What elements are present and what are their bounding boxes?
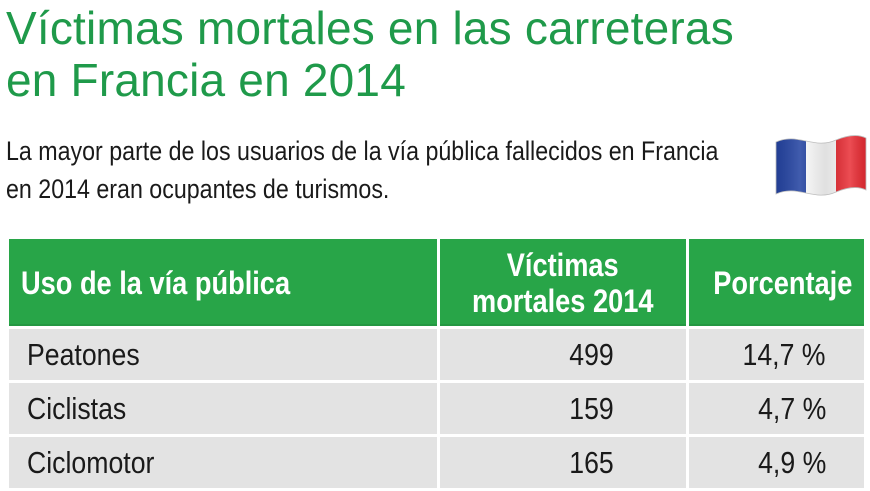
table-row: Ciclistas 159 4,7 % bbox=[9, 383, 864, 434]
header-deaths-line-2: mortales 2014 bbox=[472, 282, 654, 319]
cell-percent: 14,7 % bbox=[689, 329, 864, 380]
table-header-row: Uso de la vía pública Víctimas mortales … bbox=[9, 239, 864, 326]
fatalities-table: Uso de la vía pública Víctimas mortales … bbox=[6, 236, 867, 491]
france-flag-icon bbox=[775, 135, 867, 196]
page-title: Víctimas mortales en las carreteras en F… bbox=[6, 2, 866, 106]
header-percent: Porcentaje bbox=[689, 239, 864, 326]
header-deaths-line-1: Víctimas bbox=[507, 246, 619, 283]
cell-percent: 4,7 % bbox=[689, 383, 864, 434]
table-row: Peatones 499 14,7 % bbox=[9, 329, 864, 380]
page-subtitle-line-1: La mayor parte de los usuarios de la vía… bbox=[6, 136, 719, 166]
cell-use: Ciclomotor bbox=[9, 437, 437, 488]
page-subtitle: La mayor parte de los usuarios de la vía… bbox=[6, 132, 718, 208]
cell-deaths: 499 bbox=[440, 329, 686, 380]
page-subtitle-line-2: en 2014 eran ocupantes de turismos. bbox=[6, 174, 390, 204]
table-row: Ciclomotor 165 4,9 % bbox=[9, 437, 864, 488]
header-use: Uso de la vía pública bbox=[9, 239, 437, 326]
cell-deaths: 165 bbox=[440, 437, 686, 488]
cell-use: Peatones bbox=[9, 329, 437, 380]
page-title-line-2: en Francia en 2014 bbox=[6, 54, 406, 106]
cell-use: Ciclistas bbox=[9, 383, 437, 434]
page-title-line-1: Víctimas mortales en las carreteras bbox=[6, 2, 734, 54]
header-deaths: Víctimas mortales 2014 bbox=[440, 239, 686, 326]
cell-percent: 4,9 % bbox=[689, 437, 864, 488]
cell-deaths: 159 bbox=[440, 383, 686, 434]
